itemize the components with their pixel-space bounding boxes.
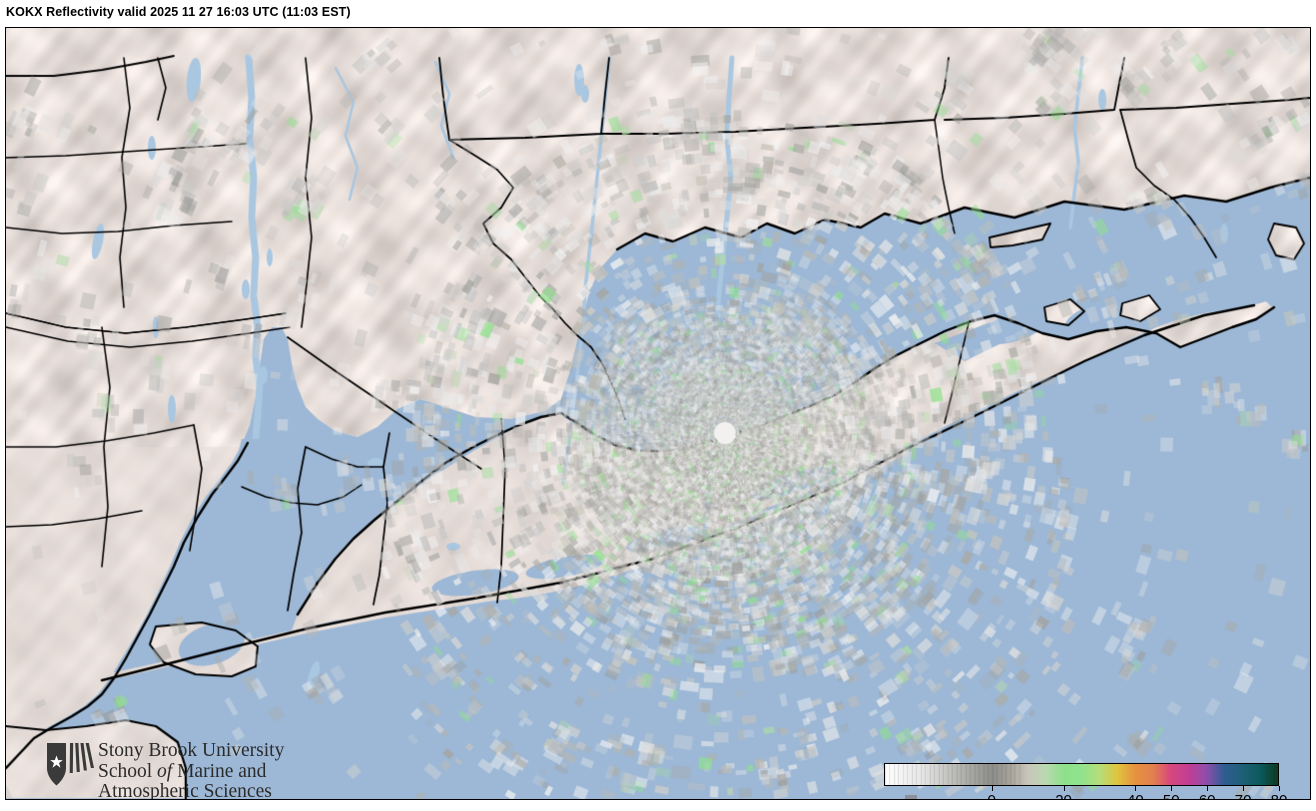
colorbar-tick — [991, 786, 993, 791]
colorbar-tick — [1207, 786, 1209, 791]
logo-text: Stony Brook University School of Marine … — [98, 740, 338, 800]
colorbar-tick — [1279, 786, 1280, 791]
page-title: KOKX Reflectivity valid 2025 11 27 16:03… — [6, 5, 351, 19]
title-bar: KOKX Reflectivity valid 2025 11 27 16:03… — [0, 0, 1316, 27]
colorbar-tick — [1135, 786, 1137, 791]
logo-line-2-pre: School — [98, 760, 158, 782]
colorbar-tick — [1171, 786, 1173, 791]
logo-line-3: Atmospheric Sciences — [98, 781, 272, 800]
logo-line-2-post: Marine and — [172, 760, 267, 782]
colorbar-tick — [1063, 786, 1065, 791]
colorbar-gradient — [884, 763, 1279, 786]
colorbar-nodata-swatch — [905, 795, 917, 799]
colorbar-tick-label: 70 — [1235, 792, 1252, 799]
colorbar-tick-label: 20 — [1055, 792, 1072, 799]
reflectivity-colorbar: 0 20 40 50 60 70 80 — [879, 758, 1287, 799]
colorbar-tick-label: 0 — [988, 792, 996, 799]
logo-line-2: School of Marine and — [98, 760, 338, 783]
radar-map-frame[interactable]: 0 20 40 50 60 70 80 Stony Brook University Sch… — [5, 27, 1311, 800]
colorbar-tick-label: 80 — [1271, 792, 1288, 799]
reflectivity-layer — [6, 28, 1310, 799]
logo-line-1: Stony Brook University — [98, 740, 285, 761]
logo-line-2-italic: of — [157, 760, 173, 782]
stony-brook-logo: Stony Brook University School of Marine … — [44, 740, 334, 799]
colorbar-tick-label: 40 — [1127, 792, 1144, 799]
colorbar-tick-label: 50 — [1163, 792, 1180, 799]
colorbar-tick — [1243, 786, 1245, 791]
shield-icon — [47, 743, 94, 786]
colorbar-tick-label: 60 — [1199, 792, 1216, 799]
